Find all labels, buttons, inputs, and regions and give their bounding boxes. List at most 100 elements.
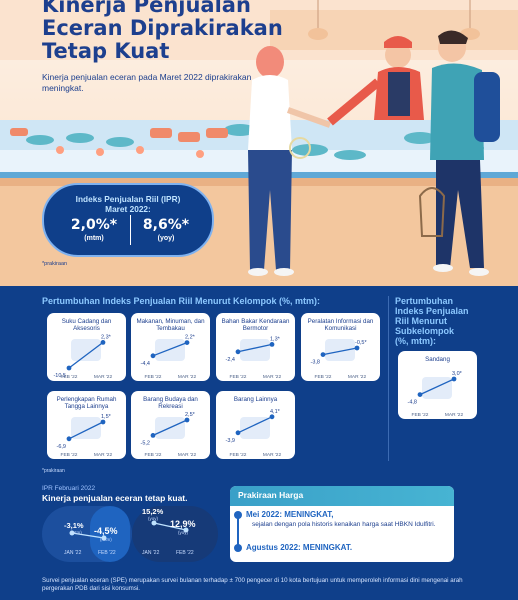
data-point — [184, 417, 190, 423]
x-tick-label: FEB '22 — [412, 412, 429, 418]
category-icon — [422, 377, 452, 399]
chart-card-perlengkapan-rumah-tangga-lainnya: Perlengkapan Rumah Tangga Lainnya -6,9 FEB… — [47, 391, 126, 459]
x-tick-label: MAR '22 — [263, 374, 282, 380]
series-line — [68, 421, 104, 440]
data-point — [100, 419, 106, 425]
series-line — [237, 416, 273, 434]
category-icon — [240, 417, 270, 439]
line-chart: -3,9 FEB '22 4,1* MAR '22 — [226, 409, 282, 458]
subgroup-title-line5: (%, mtm): — [395, 336, 436, 346]
data-point — [150, 353, 156, 359]
series-line — [152, 419, 188, 436]
yoy-feb-unit: (yoy) — [178, 530, 188, 535]
series-line — [152, 341, 188, 357]
x-tick-label: MAR '22 — [178, 374, 197, 380]
yoy-feb-label: FEB '22 — [176, 550, 194, 556]
ipr-title-line2: Maret 2022: — [105, 204, 151, 214]
data-point — [417, 392, 423, 397]
line-chart: -3,8 FEB '22 -0,5* MAR '22 — [311, 339, 367, 380]
timeline-dot-agustus — [234, 544, 242, 552]
chart-card-makanan-minuman-dan-tembakau: Makanan, Minuman, dan Tembakau -4,4 FEB '2… — [131, 313, 210, 381]
yoy-pill — [132, 506, 218, 562]
data-label: 1,5* — [101, 414, 112, 420]
data-point — [235, 349, 241, 355]
data-label: -4,8 — [408, 400, 417, 406]
line-chart: -4,8 FEB '22 3,0* MAR '22 — [408, 371, 464, 418]
data-label: -3,8 — [311, 360, 320, 366]
data-label: -6,9 — [57, 444, 66, 450]
chart-title: Barang Budaya dan Rekreasi — [143, 396, 198, 410]
data-label: -10,5 — [53, 373, 66, 379]
line-chart: -2,4 FEB '22 1,3* MAR '22 — [226, 336, 282, 380]
prakiraan-title: Prakiraan Harga — [238, 490, 304, 500]
data-point — [451, 376, 457, 382]
chart-card-barang-lainnya: Barang Lainnya -3,9 FEB '22 4,1* MAR '22 — [216, 391, 295, 459]
data-point — [269, 414, 275, 420]
x-tick-label: MAR '22 — [94, 452, 113, 458]
ipr-mtm-value: 2,0%* — [70, 217, 118, 233]
subgroup-section-title: Pertumbuhan Indeks Penjualan Riil Menuru… — [395, 296, 485, 346]
x-tick-label: FEB '22 — [61, 374, 78, 380]
data-label: 3,0* — [452, 371, 463, 377]
mtm-feb-label: FEB '22 — [98, 550, 116, 556]
line-chart: -5,2 FEB '22 2,5* MAR '22 — [141, 412, 197, 458]
ipr-summary-card: Indeks Penjualan Riil (IPR) Maret 2022: … — [42, 183, 214, 257]
x-tick-label: MAR '22 — [348, 374, 367, 380]
chart-card-peralatan-informasi-dan-komunikasi: Peralatan Informasi dan Komunikasi -3,8 FE… — [301, 313, 380, 381]
x-tick-label: FEB '22 — [145, 374, 162, 380]
category-icon — [240, 339, 270, 361]
footer-note: Survei penjualan eceran (SPE) merupakan … — [42, 577, 463, 592]
subgroup-title-line3: Riil Menurut — [395, 316, 447, 326]
data-label: 2,2* — [185, 335, 196, 341]
chart-title: Bahan Bakar Kendaraan Bermotor — [221, 318, 290, 332]
data-point — [66, 365, 72, 371]
data-label: -3,9 — [226, 438, 235, 444]
data-label: 2,3* — [101, 334, 112, 340]
page-title: Kinerja Penjualan Eceran Diprakirakan Te… — [42, 0, 292, 63]
timeline-dot-mei — [234, 511, 242, 519]
x-tick-label: FEB '22 — [145, 452, 162, 458]
hero-section: Kinerja Penjualan Eceran Diprakirakan Te… — [0, 0, 518, 286]
category-icon — [155, 339, 185, 361]
ipr-yoy-value: 8,6%* — [142, 217, 190, 233]
subgroup-title-line4: Subkelompok — [395, 326, 455, 336]
series-line — [322, 347, 358, 356]
series-line — [419, 378, 455, 396]
agustus-label: Agustus 2022: MENINGKAT. — [246, 543, 353, 552]
ipr-feb-subheading: Kinerja penjualan eceran tetap kuat. — [42, 493, 188, 503]
yoy-jan-value: 15,2% — [142, 507, 164, 516]
chart-title: Perlengkapan Rumah Tangga Lainnya — [56, 396, 117, 410]
x-tick-label: MAR '22 — [263, 452, 282, 458]
subgroup-title-line2: Indeks Penjualan — [395, 306, 469, 316]
ipr-card-header: Indeks Penjualan Riil (IPR) Maret 2022: — [44, 194, 212, 214]
mei-label: Mei 2022: MENINGKAT, — [246, 510, 334, 519]
prakiraan-harga-box: Prakiraan Harga Mei 2022: MENINGKAT, sej… — [230, 486, 454, 562]
data-point — [354, 345, 360, 351]
mtm-feb-unit: (mtm) — [100, 537, 112, 542]
data-point — [100, 340, 106, 345]
data-label: -5,2 — [141, 440, 150, 446]
ipr-feb-heading: IPR Februari 2022 — [42, 485, 96, 492]
data-label: 4,1* — [270, 409, 281, 415]
ipr-divider — [130, 215, 131, 245]
data-label: -0,5* — [355, 340, 367, 346]
x-tick-label: FEB '22 — [61, 452, 78, 458]
yoy-feb-value: 12,9% — [170, 519, 196, 529]
subgroup-title-line1: Pertumbuhan — [395, 296, 454, 306]
hero-subtitle: Kinerja penjualan eceran pada Maret 2022… — [42, 72, 252, 93]
x-tick-label: FEB '22 — [230, 452, 247, 458]
title-line-3: Tetap Kuat — [42, 39, 170, 63]
data-point — [269, 342, 275, 347]
series-line — [237, 343, 273, 353]
x-tick-label: FEB '22 — [315, 374, 332, 380]
data-label: -2,4 — [226, 357, 235, 363]
data-label: -4,4 — [141, 361, 150, 367]
timeline-line — [237, 512, 239, 550]
groups-note: *prakiraan — [42, 468, 65, 474]
mei-desc: sejalan dengan pola historis kenaikan ha… — [252, 521, 436, 528]
data-point — [184, 340, 190, 345]
line-chart: -6,9 FEB '22 1,5* MAR '22 — [57, 414, 113, 458]
mtm-feb-value: -4,5% — [94, 526, 118, 536]
x-tick-label: MAR '22 — [94, 374, 113, 380]
chart-card-suku-cadang-dan-aksesoris: Suku Cadang dan Aksesoris -10,5 FEB '22 2,3… — [47, 313, 126, 381]
